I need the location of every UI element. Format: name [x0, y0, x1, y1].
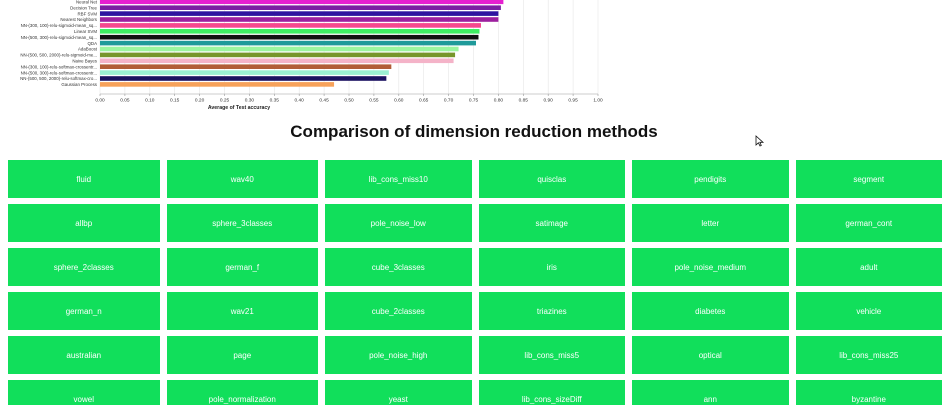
chart-category-label: NN-(300, 100)-relu-sigmoid-mean_sq... — [21, 23, 97, 28]
dataset-tile[interactable]: lib_cons_miss10 — [325, 160, 472, 198]
dataset-tile[interactable]: australian — [8, 336, 160, 374]
chart-bar — [100, 46, 459, 52]
chart-category-label: NN-(500, 300)-relu-softmax-crossentr... — [21, 70, 97, 75]
chart-tick-label: 0.60 — [394, 98, 404, 104]
chart-tick-label: 0.00 — [95, 98, 105, 104]
chart-bar — [100, 34, 479, 40]
chart-tick-label: 0.50 — [344, 98, 354, 104]
grid-row: sphere_2classes german_f cube_3classes i… — [8, 248, 943, 286]
dataset-tile[interactable]: cube_3classes — [325, 248, 472, 286]
chart-bar — [100, 82, 335, 87]
grid-row: german_n wav21 cube_2classes triazines d… — [8, 292, 943, 330]
chart-tick-label: 0.90 — [544, 98, 554, 104]
chart-bar — [100, 76, 387, 81]
chart-tick-label: 0.25 — [220, 98, 230, 104]
dataset-tile[interactable]: cube_2classes — [325, 292, 472, 330]
chart-tick-label: 0.40 — [295, 98, 305, 104]
chart-bar — [100, 17, 499, 22]
chart-bar — [100, 52, 456, 58]
dataset-tile[interactable]: sphere_3classes — [166, 204, 318, 242]
dataset-tile[interactable]: pole_noise_low — [325, 204, 472, 242]
chart-bar — [100, 5, 501, 10]
grid-row: australian page pole_noise_high lib_cons… — [8, 336, 943, 374]
dataset-tile[interactable]: wav40 — [166, 160, 318, 198]
chart-bar — [100, 58, 454, 64]
mouse-pointer-icon — [755, 135, 765, 147]
section-title: Comparison of dimension reduction method… — [290, 122, 658, 141]
dataset-tile[interactable]: vehicle — [795, 292, 943, 330]
chart-category-label: Neural Net — [76, 0, 98, 5]
grid-row: allbp sphere_3classes pole_noise_low sat… — [8, 204, 943, 242]
chart-x-axis-label: Average of Test accuracy — [208, 105, 270, 111]
chart-category-label: Nearest Neighbors — [60, 17, 97, 22]
chart-bar — [100, 23, 481, 28]
dataset-tile[interactable]: yeast — [325, 380, 472, 405]
chart-tick-label: 0.30 — [245, 98, 255, 104]
chart-category-label: NN-(500, 500, 2000)-relu-softmax-cro... — [20, 76, 97, 81]
dataset-tile[interactable]: german_f — [166, 248, 318, 286]
dataset-tile[interactable]: sphere_2classes — [8, 248, 160, 286]
chart-category-label: NN-(300, 100)-relu-softmax-crossentr... — [21, 64, 97, 69]
chart-tick-label: 0.75 — [469, 98, 479, 104]
accuracy-bar-chart: Neural Net Decision Tree RBF SVM Nearest Ne… — [0, 0, 620, 118]
chart-tick-label: 0.85 — [519, 98, 529, 104]
dataset-tile[interactable]: adult — [795, 248, 943, 286]
chart-bar — [100, 70, 389, 75]
chart-tick-label: 0.70 — [444, 98, 454, 104]
grid-row: vowel pole_normalization yeast lib_cons_… — [8, 380, 943, 405]
chart-tick-label: 0.55 — [369, 98, 379, 104]
chart-bar — [100, 40, 476, 46]
dataset-tile[interactable]: quisclas — [478, 160, 626, 198]
chart-tick-label: 0.35 — [270, 98, 280, 104]
chart-category-label: NN-(500, 500, 2000)-relu-sigmoid-me... — [20, 53, 97, 58]
dataset-tile[interactable]: page — [166, 336, 318, 374]
dataset-grid: fluid wav40 lib_cons_miss10 quisclas pen… — [8, 160, 943, 405]
chart-category-label: QDA — [87, 41, 97, 46]
chart-category-label: Naive Bayes — [72, 59, 97, 64]
chart-tick-label: 0.80 — [494, 98, 504, 104]
chart-category-label: Linear SVM — [74, 29, 97, 34]
dataset-tile[interactable]: lib_cons_sizeDiff — [478, 380, 626, 405]
dataset-tile[interactable]: pole_noise_medium — [632, 248, 789, 286]
dataset-tile[interactable]: satimage — [478, 204, 626, 242]
dataset-tile[interactable]: optical — [632, 336, 789, 374]
dataset-tile[interactable]: diabetes — [632, 292, 789, 330]
dataset-tile[interactable]: ann — [632, 380, 789, 405]
chart-tick-label: 0.10 — [145, 98, 155, 104]
chart-tick-label: 0.95 — [568, 98, 578, 104]
dataset-tile[interactable]: lib_cons_miss5 — [478, 336, 626, 374]
chart-category-label: AdaBoost — [78, 47, 98, 52]
chart-tick-label: 0.15 — [170, 98, 180, 104]
dataset-tile[interactable]: triazines — [478, 292, 626, 330]
dataset-tile[interactable]: fluid — [8, 160, 160, 198]
dataset-tile[interactable]: lib_cons_miss25 — [795, 336, 943, 374]
chart-tick-label: 0.05 — [120, 98, 130, 104]
grid-row: fluid wav40 lib_cons_miss10 quisclas pen… — [8, 160, 943, 198]
chart-bar — [100, 0, 504, 5]
chart-bar — [100, 64, 392, 69]
dataset-tile[interactable]: pendigits — [632, 160, 789, 198]
chart-bar — [100, 11, 499, 16]
chart-tick-label: 0.65 — [419, 98, 429, 104]
dataset-tile[interactable]: byzantine — [795, 380, 943, 405]
dataset-tile[interactable]: pole_noise_high — [325, 336, 472, 374]
dataset-tile[interactable]: wav21 — [166, 292, 318, 330]
chart-category-label: Decision Tree — [70, 5, 97, 10]
chart-tick-label: 0.20 — [195, 98, 205, 104]
dataset-tile[interactable]: allbp — [8, 204, 160, 242]
dataset-tile[interactable]: german_n — [8, 292, 160, 330]
chart-category-label: Gaussian Process — [61, 82, 97, 87]
chart-category-label: NN-(500, 300)-relu-sigmoid-mean_sq... — [21, 35, 97, 40]
dataset-tile[interactable]: iris — [478, 248, 626, 286]
dataset-tile[interactable]: vowel — [8, 380, 160, 405]
dataset-tile[interactable]: segment — [795, 160, 943, 198]
chart-bar — [100, 29, 480, 34]
dataset-tile[interactable]: letter — [632, 204, 789, 242]
chart-tick-label: 0.45 — [319, 98, 329, 104]
dataset-tile[interactable]: german_cont — [795, 204, 943, 242]
dataset-tile[interactable]: pole_normalization — [166, 380, 318, 405]
chart-category-label: RBF SVM — [77, 11, 97, 16]
chart-tick-label: 1.00 — [593, 98, 603, 104]
